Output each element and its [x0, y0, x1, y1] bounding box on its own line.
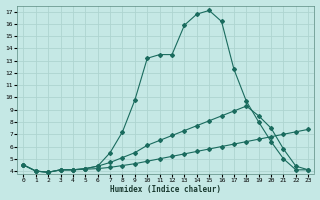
X-axis label: Humidex (Indice chaleur): Humidex (Indice chaleur)	[110, 185, 221, 194]
